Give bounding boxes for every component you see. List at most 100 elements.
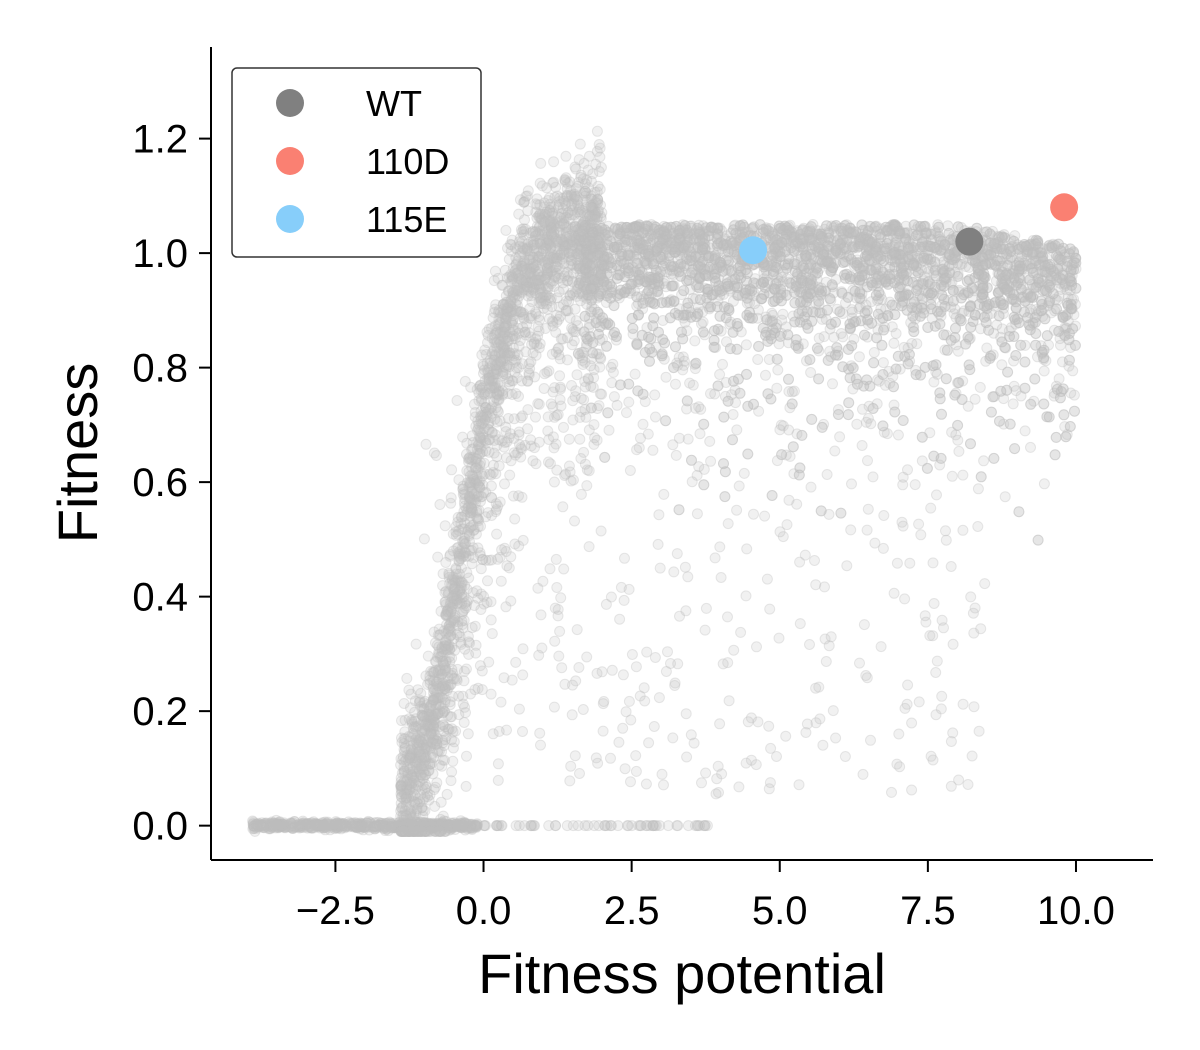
background-point xyxy=(284,819,296,831)
background-point xyxy=(273,821,285,833)
background-point xyxy=(451,818,462,830)
background-point xyxy=(469,407,481,418)
background-point xyxy=(548,476,560,488)
background-point xyxy=(466,822,477,834)
background-point xyxy=(682,820,694,832)
background-point xyxy=(400,819,412,831)
background-point xyxy=(292,819,304,831)
background-point xyxy=(343,816,355,828)
background-point xyxy=(424,818,436,830)
background-point xyxy=(279,819,291,831)
background-point xyxy=(555,208,567,220)
background-point xyxy=(411,818,423,830)
background-point xyxy=(438,815,450,827)
background-point xyxy=(421,820,433,832)
background-point xyxy=(515,306,527,318)
background-point xyxy=(272,820,284,832)
background-point xyxy=(434,818,446,830)
background-point xyxy=(448,820,460,832)
background-point xyxy=(313,820,325,832)
background-point xyxy=(403,819,415,831)
background-point xyxy=(433,819,444,831)
background-point xyxy=(429,819,441,831)
background-point xyxy=(564,176,576,188)
background-point xyxy=(303,820,315,832)
background-point xyxy=(578,394,590,406)
background-point xyxy=(462,728,474,740)
background-point xyxy=(295,819,307,831)
background-point xyxy=(250,818,262,830)
background-point xyxy=(458,817,470,829)
background-point xyxy=(422,650,434,662)
background-point xyxy=(355,819,367,831)
background-point xyxy=(372,821,384,832)
background-point xyxy=(274,816,286,828)
background-point xyxy=(522,205,534,217)
background-point xyxy=(401,810,412,822)
background-point xyxy=(318,819,330,831)
background-point xyxy=(380,820,392,832)
background-point xyxy=(771,382,783,394)
background-point xyxy=(441,820,453,832)
background-point xyxy=(545,216,557,228)
background-point xyxy=(303,818,315,830)
background-point xyxy=(463,528,475,540)
background-point xyxy=(439,821,451,833)
background-point xyxy=(542,411,554,423)
background-point xyxy=(288,816,300,827)
background-point xyxy=(414,816,426,828)
background-point xyxy=(548,156,560,168)
background-point xyxy=(264,820,276,832)
background-point xyxy=(509,449,521,461)
background-point xyxy=(400,818,412,830)
background-point xyxy=(511,372,523,384)
background-point xyxy=(461,823,473,835)
background-point xyxy=(363,820,375,832)
background-point xyxy=(412,821,424,833)
background-point xyxy=(292,821,303,833)
background-point xyxy=(359,821,371,833)
background-point xyxy=(393,816,405,828)
background-point xyxy=(452,818,464,830)
background-point xyxy=(877,357,889,369)
background-point xyxy=(593,820,605,832)
background-point xyxy=(445,821,457,833)
background-point xyxy=(299,821,311,833)
background-point xyxy=(317,819,329,831)
background-point xyxy=(303,818,315,830)
background-point xyxy=(488,447,500,459)
background-point xyxy=(373,816,384,828)
background-point xyxy=(357,824,369,836)
background-point xyxy=(354,820,366,832)
background-point xyxy=(460,821,472,833)
background-point xyxy=(314,822,326,834)
background-point xyxy=(532,321,544,333)
background-point xyxy=(549,382,561,394)
background-point xyxy=(297,822,309,833)
background-point xyxy=(461,818,473,830)
background-point xyxy=(433,820,445,832)
background-point xyxy=(582,372,594,384)
background-point xyxy=(371,822,383,834)
background-point xyxy=(670,378,681,390)
background-point xyxy=(449,817,461,829)
background-point xyxy=(424,822,436,833)
background-point xyxy=(447,726,459,738)
background-point xyxy=(427,821,438,833)
background-point xyxy=(337,818,349,830)
background-point xyxy=(441,788,453,800)
background-point xyxy=(428,820,440,832)
background-point xyxy=(772,364,784,376)
background-point xyxy=(275,820,286,832)
background-point xyxy=(437,719,449,730)
background-point xyxy=(301,819,313,831)
background-point xyxy=(442,821,454,833)
background-point xyxy=(457,431,469,443)
background-point xyxy=(460,780,472,792)
background-point xyxy=(324,824,336,836)
background-point xyxy=(346,818,358,830)
background-point xyxy=(427,818,439,830)
background-point xyxy=(547,320,559,332)
background-point xyxy=(400,823,412,835)
background-point xyxy=(544,205,556,217)
